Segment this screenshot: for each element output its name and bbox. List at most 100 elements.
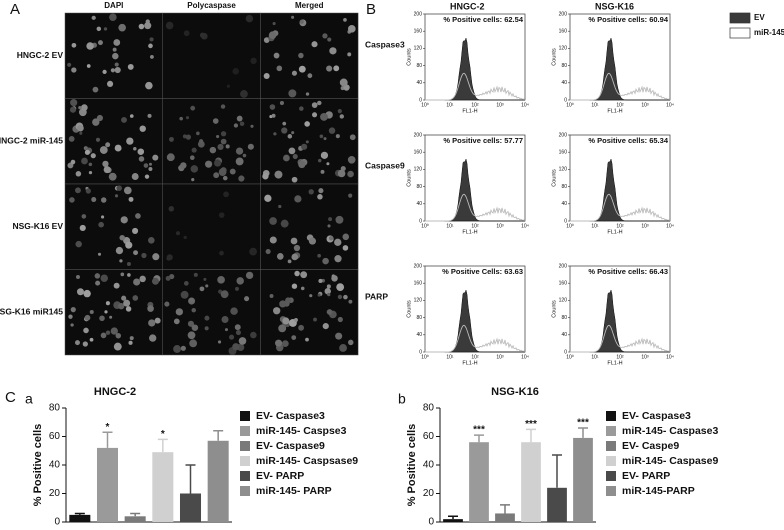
cell	[347, 52, 352, 57]
cell	[189, 339, 198, 348]
stat-label: % Positive Cells: 63.63	[442, 267, 523, 276]
row-label: HNGC-2 miR-145	[0, 136, 63, 146]
cell	[327, 224, 331, 228]
cell	[113, 282, 120, 289]
cell	[291, 131, 295, 135]
y-tick-label: 80	[561, 315, 567, 321]
cell	[220, 131, 227, 137]
cell	[220, 138, 227, 145]
cell	[81, 214, 87, 219]
cell	[147, 237, 155, 244]
cell	[147, 113, 152, 118]
cell	[84, 314, 91, 321]
cell	[121, 295, 127, 301]
cell	[183, 281, 189, 286]
row-label: NSG-K16 EV	[12, 221, 63, 231]
cell	[187, 331, 196, 340]
cell	[307, 73, 313, 79]
cell	[328, 217, 333, 222]
y-tick-label: 120	[559, 46, 568, 52]
cell	[347, 24, 356, 33]
y-tick-label: 160	[414, 150, 423, 156]
chart-title: NSG-K16	[491, 386, 539, 398]
cell	[263, 37, 270, 44]
cell	[232, 68, 240, 75]
cell	[229, 334, 235, 340]
cell	[232, 343, 240, 351]
cell	[185, 134, 191, 140]
x-tick-label: 10³	[496, 354, 504, 360]
y-tick-label: 200	[414, 263, 423, 269]
cell	[287, 134, 293, 139]
cell	[203, 277, 207, 281]
cell	[74, 340, 80, 346]
error-bar	[102, 431, 113, 448]
cell	[235, 147, 244, 155]
legend-label: miR-145	[754, 28, 784, 37]
cell	[240, 90, 248, 98]
row-label: PARP	[365, 291, 388, 301]
cell	[70, 159, 76, 165]
cell	[288, 147, 296, 155]
cell	[71, 42, 77, 48]
cell	[282, 317, 290, 325]
cell	[309, 294, 313, 298]
cell	[82, 341, 88, 347]
significance: ***	[473, 425, 485, 436]
cell	[250, 124, 254, 128]
cell	[100, 332, 107, 339]
x-tick-label: 10³	[496, 223, 504, 229]
x-tick-label: 10¹	[591, 354, 599, 360]
cell	[320, 151, 329, 159]
panel-label: B	[366, 1, 376, 18]
cell	[100, 274, 108, 282]
cell	[119, 234, 125, 241]
cell	[339, 114, 344, 119]
plot-frame	[424, 13, 526, 101]
x-tick-label: 10⁰	[566, 102, 574, 108]
cell	[115, 332, 122, 339]
cell	[313, 317, 317, 322]
x-axis-label: FL1-H	[607, 108, 622, 114]
y-tick-label: 120	[414, 298, 423, 304]
cell	[166, 254, 173, 261]
stat-label: % Positive cells: 57.77	[443, 136, 523, 145]
legend-swatch	[606, 441, 616, 451]
cell	[91, 197, 97, 203]
cell	[106, 80, 114, 87]
cell	[112, 52, 119, 60]
cell	[126, 261, 131, 267]
cell	[152, 253, 160, 261]
error-bar	[552, 454, 562, 488]
cell	[269, 104, 276, 110]
cell	[305, 92, 310, 96]
cell	[327, 37, 332, 42]
y-axis-label: Counts	[551, 169, 557, 187]
cell	[114, 144, 122, 152]
cell	[347, 170, 354, 178]
cell	[219, 250, 224, 256]
cell	[291, 283, 298, 289]
cell	[185, 116, 190, 120]
cell	[118, 23, 126, 32]
cell	[269, 236, 277, 244]
cell	[218, 168, 227, 176]
significance: ***	[525, 419, 537, 430]
cell	[79, 131, 83, 135]
cell	[287, 259, 292, 264]
histogram-mir145	[425, 72, 526, 101]
cell	[348, 339, 354, 346]
y-axis-label: Counts	[406, 300, 412, 318]
cell	[317, 253, 321, 258]
legend-label: miR-145- Caspsase9	[256, 455, 358, 467]
error-bar	[157, 438, 168, 453]
cell	[112, 47, 117, 52]
y-axis-label: Counts	[406, 48, 412, 66]
cell	[236, 115, 243, 122]
cell	[337, 109, 342, 114]
legend-swatch	[240, 411, 250, 421]
cell	[105, 142, 111, 148]
cell	[204, 315, 210, 321]
cell	[75, 240, 82, 248]
